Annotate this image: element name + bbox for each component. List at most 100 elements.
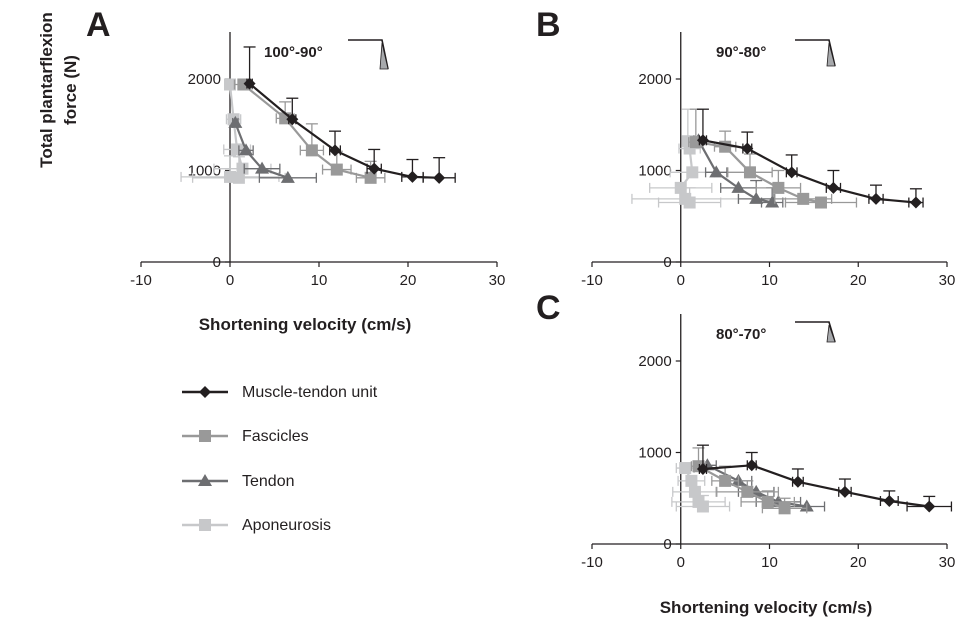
panel-b-y-tick-label: 0 [663, 254, 671, 271]
legend-swatch-fascicles [182, 430, 228, 442]
panel-b-x-tick-label: 0 [677, 272, 685, 289]
panel-b-x-tick-label: 20 [850, 272, 867, 289]
panel-b-tendon-point [731, 180, 746, 193]
panel-c-muscle-tendon-unit-point [923, 500, 936, 513]
panel-b-muscle-tendon-unit-point [785, 166, 798, 179]
panel-a-aponeurosis-point [224, 78, 236, 91]
panel-b-x-tick-label: 10 [761, 272, 778, 289]
panel-b-x-tick-label: 30 [939, 272, 956, 289]
panel-c-fascicles-point [778, 502, 791, 515]
legend-label-muscle-tendon-unit: Muscle-tendon unit [242, 384, 378, 401]
panel-b-angle-label: 90°-80° [716, 44, 766, 61]
panel-c-x-axis-title: Shortening velocity (cm/s) [660, 598, 873, 617]
legend-item-tendon: Tendon [182, 473, 295, 490]
panel-a-x-tick-label: -10 [130, 272, 152, 289]
panel-c-muscle-tendon-unit-point [838, 485, 851, 498]
panel-a-y-tick-label: 0 [213, 254, 221, 271]
legend-item-fascicles: Fascicles [182, 428, 309, 445]
panel-a-aponeurosis-point [224, 170, 236, 183]
panel-b-y-tick-label: 1000 [638, 163, 671, 180]
panel-a-x-tick-label: 20 [400, 272, 417, 289]
panel-a-muscle-tendon-unit-point [329, 144, 342, 157]
panel-b-tendon-point [749, 191, 764, 204]
legend-label-tendon: Tendon [242, 473, 295, 490]
panel-b-y-tick-label: 2000 [638, 71, 671, 88]
panel-a-x-tick-label: 30 [489, 272, 506, 289]
panel-a-x-tick-label: 0 [226, 272, 234, 289]
panel-c-fascicles-point [741, 485, 754, 498]
panel-c-x-tick-label: -10 [581, 554, 603, 571]
panel-c-fascicles-point [761, 495, 774, 508]
panel-a-aponeurosis-point [231, 143, 244, 156]
panel-b-muscle-tendon-unit-line [702, 139, 916, 204]
panel-c-angle-label: 80°-70° [716, 326, 766, 343]
panel-a-x-axis-title: Shortening velocity (cm/s) [199, 315, 412, 334]
panel-b-tendon-point [765, 195, 780, 208]
legend: Muscle-tendon unit Fascicles Tendon Apon… [182, 384, 378, 534]
panel-b-angle-icon-wedge [826, 42, 836, 67]
panel-b-muscle-tendon-unit-point [909, 196, 922, 209]
panel-c-aponeurosis-point [685, 474, 698, 487]
panel-a-y-tick-label: 2000 [188, 71, 221, 88]
panel-b-tendon-point [709, 165, 724, 178]
panel-c-angle-icon-wedge [826, 324, 836, 343]
y-axis-title-line-2: force (N) [61, 55, 80, 125]
panel-c-y-tick-label: 1000 [638, 445, 671, 462]
legend-swatch-muscle-tendon-unit [182, 386, 228, 398]
panel-c-muscle-tendon-unit-point [791, 475, 804, 488]
legend-swatch-aponeurosis [182, 519, 228, 531]
panel-b-fascicles-point [772, 181, 785, 194]
panel-a-tendon-point [280, 170, 295, 183]
panel-a-tendon-line [234, 122, 289, 179]
panel-c-aponeurosis-point [688, 485, 701, 498]
panel-b-muscle-tendon-unit-point [741, 142, 754, 155]
panel-b-muscle-tendon-unit-point [870, 192, 882, 205]
panel-a-muscle-tendon-unit-point [433, 171, 446, 184]
panel-c-aponeurosis-point [696, 500, 709, 513]
panel-a-fascicles-point [305, 144, 318, 157]
panel-b-fascicles-point [797, 192, 810, 205]
panel-c-muscle-tendon-unit-point [696, 462, 709, 475]
panel-a-fascicles-point [330, 163, 343, 176]
panel-c-x-tick-label: 30 [939, 554, 956, 571]
panel-b-muscle-tendon-unit-point [696, 134, 709, 147]
panel-b-fascicles-point [814, 196, 827, 209]
panel-c-muscle-tendon-unit-line [702, 464, 930, 508]
legend-item-muscle-tendon-unit: Muscle-tendon unit [182, 384, 378, 401]
panel-a-aponeurosis-point [236, 162, 249, 175]
panel-a-muscle-tendon-unit-point [243, 77, 256, 90]
panel-a-muscle-tendon-unit-line [248, 82, 440, 179]
legend-swatch-marker [199, 386, 211, 398]
panel-c-chart: C 80°-70° -10 0 10 20 30 0 1000 2000 [536, 289, 955, 571]
panel-a-tendon-point [255, 161, 270, 174]
legend-swatch-marker [199, 430, 211, 442]
panel-a-muscle-tendon-unit-point [368, 162, 381, 175]
panel-a-muscle-tendon-unit-point [406, 170, 419, 183]
legend-swatch-marker [199, 519, 211, 531]
panel-a-y-tick-label: 1000 [188, 163, 221, 180]
panel-b-muscle-tendon-unit-point [827, 181, 840, 194]
legend-label-fascicles: Fascicles [242, 428, 309, 445]
legend-label-aponeurosis: Aponeurosis [242, 517, 331, 534]
panel-c-x-tick-label: 10 [761, 554, 778, 571]
legend-swatch-marker [198, 474, 212, 486]
panel-b-aponeurosis-point [686, 166, 699, 179]
panel-c-fascicles-point [719, 474, 732, 487]
panel-b-x-tick-label: -10 [581, 272, 603, 289]
legend-item-aponeurosis: Aponeurosis [182, 517, 331, 534]
y-axis-title-line-1: Total plantarflexion [37, 12, 56, 168]
legend-swatch-tendon [182, 474, 228, 486]
panel-b-letter: B [536, 6, 561, 44]
panel-a-fascicles-point [364, 171, 377, 184]
panel-a-chart: A 100°-90° -10 0 10 20 30 0 1000 2000 [86, 6, 505, 289]
panel-c-y-tick-label: 2000 [638, 353, 671, 370]
panel-a-angle-label: 100°-90° [264, 44, 323, 61]
panel-b-aponeurosis-point [674, 181, 687, 194]
panel-c-y-tick-label: 0 [663, 536, 671, 553]
panel-c-x-tick-label: 0 [677, 554, 685, 571]
panel-b-fascicles-point [743, 166, 756, 179]
panel-a-letter: A [86, 6, 111, 44]
panel-b-fascicles-point [719, 140, 732, 153]
panel-c-letter: C [536, 289, 561, 327]
